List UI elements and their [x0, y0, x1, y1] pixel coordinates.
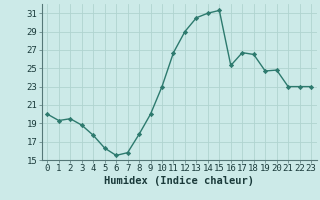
X-axis label: Humidex (Indice chaleur): Humidex (Indice chaleur): [104, 176, 254, 186]
